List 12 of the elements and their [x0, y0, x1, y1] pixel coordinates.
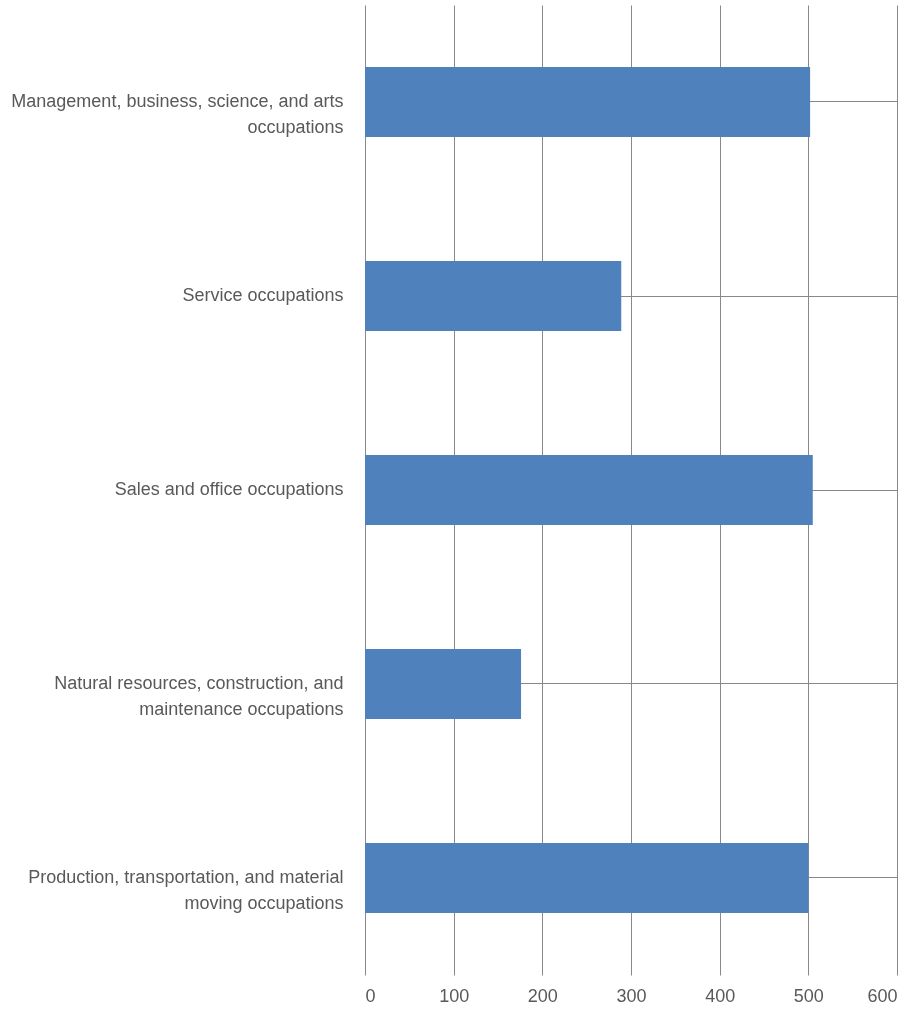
y-tick-label: Management, business, science, and arts occupations: [11, 91, 344, 137]
x-tick-label: 600: [867, 985, 898, 1006]
x-tick-label: 100: [439, 985, 470, 1006]
x-tick-label: 300: [616, 985, 647, 1006]
x-tick-label: 0: [365, 985, 376, 1006]
y-tick-label: Production, transportation, and material moving occupations: [28, 867, 344, 913]
y-tick-label: Service occupations: [182, 285, 344, 305]
x-tick-label: 500: [793, 985, 824, 1006]
y-tick-label: Sales and office occupations: [114, 479, 344, 499]
y-tick-label: Natural resources, construction, and maintenance occupations: [54, 673, 344, 719]
x-tick-label: 400: [705, 985, 736, 1006]
x-tick-label: 200: [527, 985, 558, 1006]
